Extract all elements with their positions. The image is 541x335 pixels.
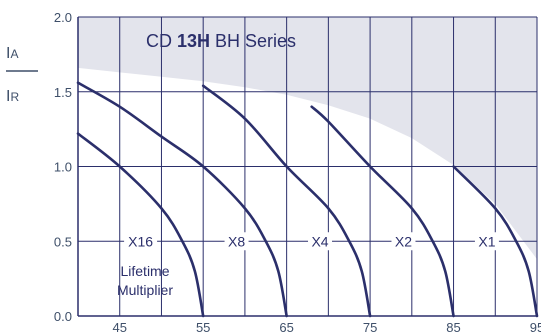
curves xyxy=(76,81,539,318)
x-tick-label: 45 xyxy=(112,320,126,335)
multiplier-label: X2 xyxy=(395,233,412,249)
note-line-1: Lifetime xyxy=(120,263,169,279)
y-tick-label: 0.0 xyxy=(54,309,72,324)
multiplier-label-bg xyxy=(124,232,158,251)
x-tick-label: 55 xyxy=(196,320,210,335)
curve-x2 xyxy=(310,105,455,318)
multiplier-label: X4 xyxy=(311,233,328,249)
y-tick-label: 1.0 xyxy=(54,160,72,175)
y-ticks: 0.0 0.5 1.0 1.5 2.0 xyxy=(54,10,72,324)
curve-x4 xyxy=(201,84,372,318)
multiplier-labels: X16 X8 X4 X2 X1 xyxy=(124,232,499,251)
x-tick-label: 85 xyxy=(446,320,460,335)
y-tick-label: 2.0 xyxy=(54,10,72,25)
multiplier-label-bg xyxy=(391,232,416,251)
x-tick-label: 65 xyxy=(279,320,293,335)
note-line-2: Multiplier xyxy=(117,282,173,298)
multiplier-label-bg xyxy=(224,232,249,251)
multiplier-label: X8 xyxy=(228,233,245,249)
svg-text:IA: IA xyxy=(6,45,18,62)
y-tick-label: 1.5 xyxy=(54,85,72,100)
curve-x8 xyxy=(76,81,288,318)
lifetime-note: Lifetime Multiplier xyxy=(117,263,173,298)
y-axis-label: IA IR xyxy=(6,45,38,105)
multiplier-label-bg xyxy=(474,232,499,251)
svg-text:IR: IR xyxy=(6,88,19,105)
x-ticks: 45 55 65 75 85 95 xyxy=(112,320,541,335)
y-tick-label: 0.5 xyxy=(54,234,72,249)
curve-x16 xyxy=(76,132,205,318)
restricted-region xyxy=(78,17,537,260)
chart-title: CD 13H BH Series xyxy=(146,31,296,51)
x-tick-label: 75 xyxy=(363,320,377,335)
y-label-top: I xyxy=(6,45,10,62)
y-label-bottom-sub: R xyxy=(10,90,19,104)
multiplier-label-bg xyxy=(308,232,333,251)
multiplier-label: X1 xyxy=(478,233,495,249)
x-tick-label: 95 xyxy=(530,320,541,335)
y-label-bottom: I xyxy=(6,88,10,105)
curve-x1 xyxy=(452,165,539,318)
y-label-top-sub: A xyxy=(10,47,18,61)
multiplier-label: X16 xyxy=(128,233,153,249)
